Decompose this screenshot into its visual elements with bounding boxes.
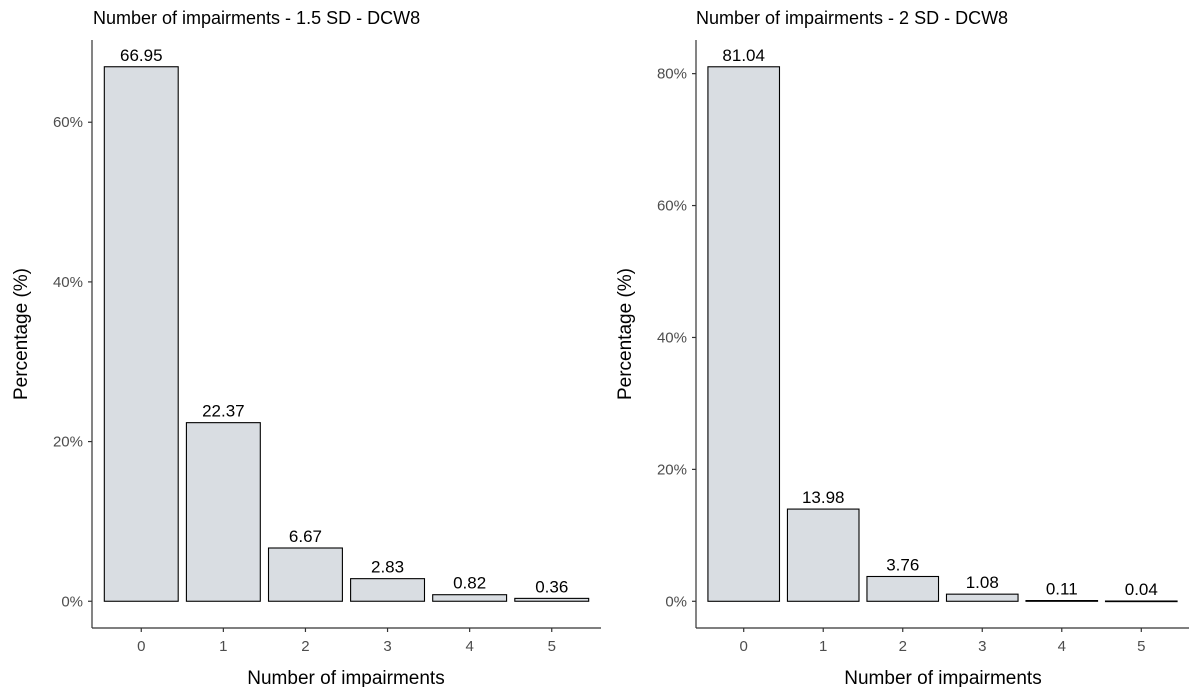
bar-3	[945, 593, 1019, 602]
bar-2	[866, 575, 940, 602]
bar-1	[786, 508, 860, 602]
y-tick-label: 0%	[61, 593, 83, 610]
x-tick-label: 0	[740, 638, 748, 655]
x-tick-label: 3	[978, 638, 986, 655]
y-axis-title: Percentage (%)	[11, 268, 32, 400]
bar-0	[707, 66, 781, 602]
bar-value-label: 0.82	[453, 574, 486, 593]
bar-value-label: 22.37	[202, 402, 245, 421]
x-tick-label: 2	[899, 638, 907, 655]
bar-value-label: 13.98	[802, 488, 845, 507]
bar-5	[514, 597, 590, 602]
bar-value-label: 6.67	[289, 527, 322, 546]
bar-value-label: 81.04	[722, 46, 765, 65]
bar-3	[350, 578, 426, 602]
x-tick-label: 0	[137, 638, 145, 655]
y-tick-label: 20%	[53, 434, 83, 451]
bar-4	[432, 594, 508, 602]
bar-0	[103, 66, 179, 602]
bar-2	[267, 547, 343, 602]
x-tick-label: 5	[548, 638, 556, 655]
bar-value-label: 0.36	[535, 577, 568, 596]
y-tick-label: 0%	[665, 593, 687, 610]
bar-5	[1104, 600, 1178, 603]
x-axis-title: Number of impairments	[844, 668, 1041, 687]
x-tick-label: 4	[1058, 638, 1066, 655]
x-tick-label: 2	[301, 638, 309, 655]
bar-value-label: 2.83	[371, 558, 404, 577]
chart-panel-1: Number of impairments - 1.5 SD - DCW8 66.…	[11, 8, 601, 687]
bar-value-label: 3.76	[886, 555, 919, 574]
x-tick-label: 1	[819, 638, 827, 655]
bar-value-label: 1.08	[966, 573, 999, 592]
chart-title: Number of impairments - 1.5 SD - DCW8	[93, 8, 420, 28]
y-tick-label: 20%	[657, 461, 687, 478]
bar-value-label: 0.11	[1046, 580, 1078, 599]
y-tick-label: 40%	[53, 274, 83, 291]
bar-4	[1025, 600, 1099, 602]
bar-value-label: 0.04	[1125, 580, 1158, 599]
y-tick-label: 40%	[657, 329, 687, 346]
x-tick-label: 3	[383, 638, 391, 655]
bar-value-label: 66.95	[120, 46, 163, 65]
y-tick-label: 60%	[657, 198, 687, 215]
x-axis-title: Number of impairments	[247, 668, 444, 687]
bar-1	[185, 422, 261, 602]
y-axis-title: Percentage (%)	[615, 268, 636, 400]
chart-title: Number of impairments - 2 SD - DCW8	[696, 8, 1008, 28]
y-tick-label: 80%	[657, 66, 687, 83]
y-tick-label: 60%	[53, 114, 83, 131]
chart-panel-2: Number of impairments - 2 SD - DCW8 81.04…	[615, 8, 1189, 687]
x-tick-label: 1	[219, 638, 227, 655]
x-tick-label: 5	[1137, 638, 1145, 655]
x-tick-label: 4	[465, 638, 473, 655]
